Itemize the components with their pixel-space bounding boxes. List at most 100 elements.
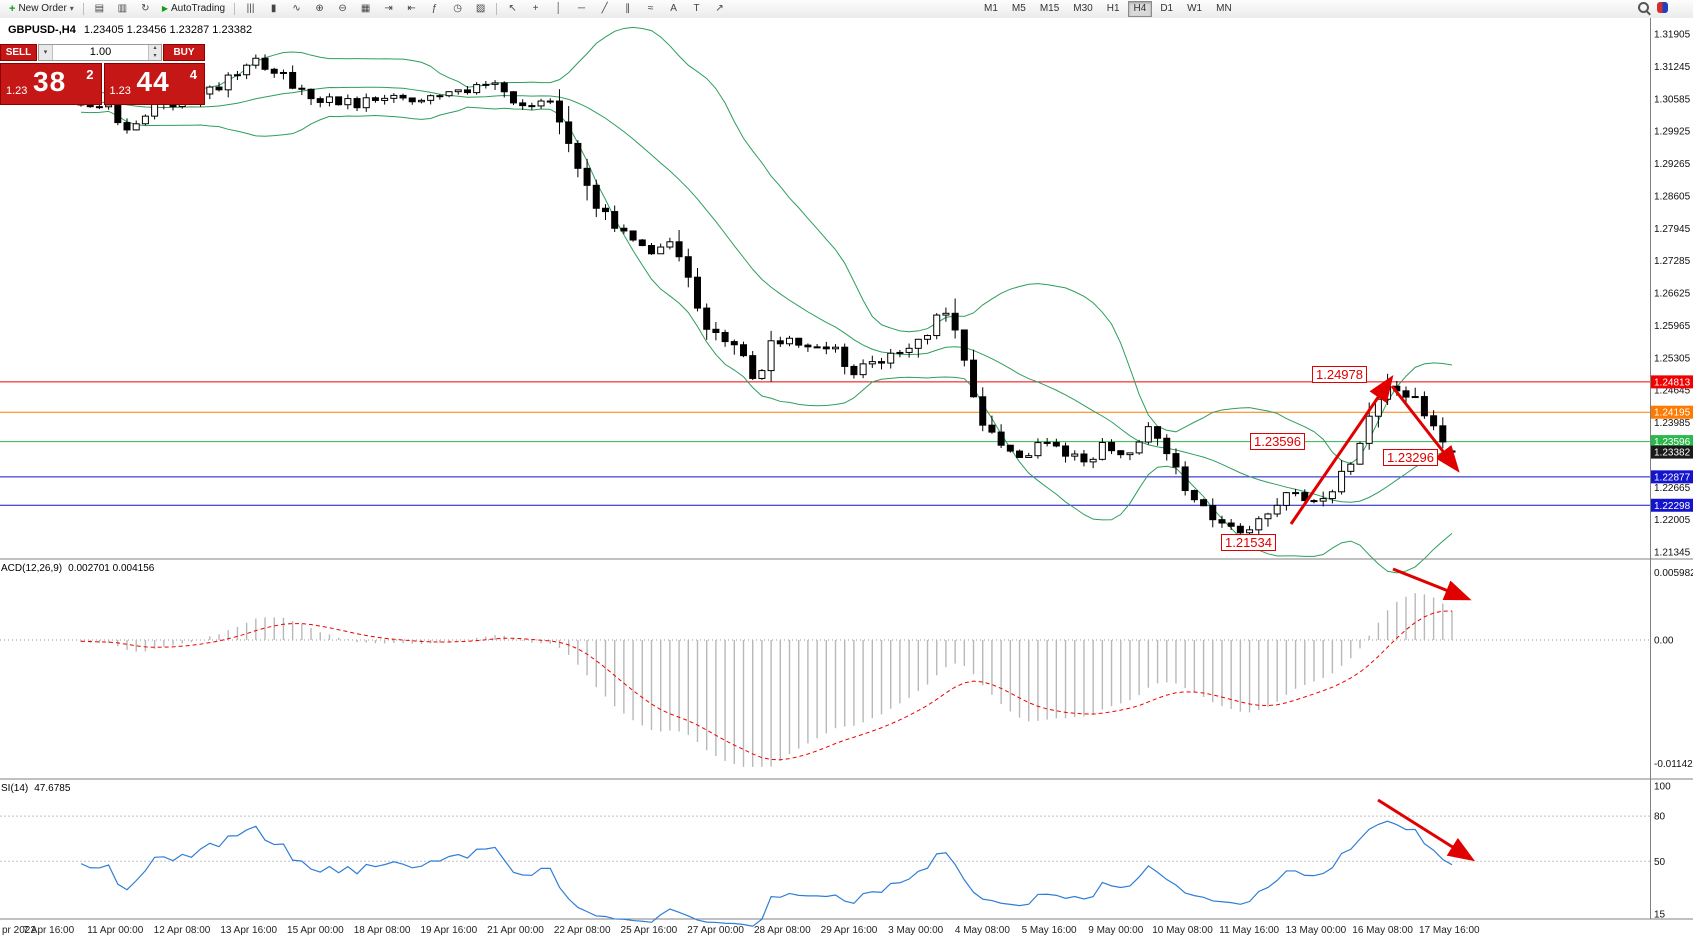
candlestick-chart-icon[interactable]: ▮: [270, 3, 277, 14]
svg-text:1.25965: 1.25965: [1654, 321, 1691, 332]
buy-button[interactable]: BUY: [163, 44, 205, 61]
navigator-icon[interactable]: ↻: [141, 3, 150, 14]
price-marker: [1651, 405, 1693, 419]
price-annotation[interactable]: 1.23296: [1383, 449, 1438, 466]
timeframe-w1-button[interactable]: W1: [1187, 3, 1203, 14]
rsi-value: 47.6785: [34, 783, 71, 794]
volume-dropdown-icon[interactable]: ▾: [39, 45, 53, 60]
svg-text:9 May 00:00: 9 May 00:00: [1088, 925, 1143, 936]
trend-arrow[interactable]: [1377, 798, 1476, 862]
trend-arrows[interactable]: [1289, 375, 1476, 862]
help-icon[interactable]: [1657, 2, 1668, 13]
autotrading-button[interactable]: ▶ AutoTrading: [158, 1, 229, 17]
svg-text:1.27285: 1.27285: [1654, 256, 1691, 267]
price-marker: [1651, 375, 1693, 389]
svg-text:80: 80: [1654, 812, 1666, 823]
timeframe-h4-button[interactable]: H4: [1127, 1, 1153, 17]
timeframe-m5-button[interactable]: M5: [1011, 3, 1026, 14]
price-annotation[interactable]: 1.24978: [1312, 366, 1367, 383]
timeframe-m15-button[interactable]: M15: [1039, 3, 1060, 14]
price-marker: [1651, 435, 1693, 449]
price-annotation[interactable]: 1.23596: [1250, 433, 1305, 450]
ohlc-values: 1.23405 1.23456 1.23287 1.23382: [83, 24, 253, 36]
volume-down-icon[interactable]: ▾: [153, 52, 157, 59]
buy-price-display[interactable]: 1.23 44 4: [103, 63, 205, 105]
arrows-tool-icon[interactable]: ↗: [715, 3, 724, 14]
label-icon[interactable]: T: [693, 3, 700, 14]
svg-text:1.24645: 1.24645: [1654, 386, 1691, 397]
svg-text:18 Apr 08:00: 18 Apr 08:00: [354, 925, 411, 936]
crosshair-icon[interactable]: +: [532, 3, 539, 14]
volume-spinner[interactable]: ▴ ▾: [148, 45, 161, 60]
volume-up-icon[interactable]: ▴: [153, 45, 157, 51]
svg-text:1.24195: 1.24195: [1654, 408, 1691, 419]
price-axis[interactable]: 1.31905 1.31245 1.30585 1.29925 1.29265 1.286…: [1651, 30, 1693, 559]
channel-icon[interactable]: ∥: [625, 3, 631, 14]
svg-text:0.00: 0.00: [1654, 636, 1674, 647]
toolbar-right-group: [1638, 2, 1668, 13]
timeframe-m1-button[interactable]: M1: [984, 3, 998, 14]
sell-button[interactable]: SELL: [0, 44, 37, 61]
market-watch-icon[interactable]: ▤: [94, 3, 105, 14]
volume-stepper[interactable]: ▾ 1.00 ▴ ▾: [38, 44, 162, 61]
svg-text:28 Apr 08:00: 28 Apr 08:00: [754, 925, 811, 936]
svg-text:1.29925: 1.29925: [1654, 127, 1691, 138]
svg-text:3 May 00:00: 3 May 00:00: [888, 925, 943, 936]
bar-chart-icon[interactable]: |||: [246, 3, 255, 14]
svg-text:1.21345: 1.21345: [1654, 548, 1691, 559]
chart-canvas[interactable]: 1.31905 1.31245 1.30585 1.29925 1.29265 1.286…: [0, 18, 1693, 941]
sell-price-big: 38: [33, 66, 67, 97]
auto-scroll-icon[interactable]: ⇥: [384, 3, 393, 14]
buy-price-pip: 4: [189, 67, 197, 82]
trend-arrow[interactable]: [1390, 385, 1460, 473]
bollinger-bands: [80, 26, 1453, 574]
macd-values: 0.002701 0.004156: [68, 563, 155, 574]
rsi-line: [80, 820, 1453, 927]
autotrading-label: AutoTrading: [170, 3, 226, 14]
panel-separators: [0, 18, 1693, 920]
svg-text:19 Apr 16:00: 19 Apr 16:00: [420, 925, 477, 936]
search-icon[interactable]: [1638, 2, 1649, 13]
timeframe-d1-button[interactable]: D1: [1160, 3, 1174, 14]
toolbar: + New Order ▾ ▤ ▥ ↻ ▶ AutoTrading ||| ▮ ∿ ⊕ ⊖ ▦…: [0, 0, 1693, 19]
svg-text:1.27945: 1.27945: [1654, 224, 1691, 235]
toolbar-separator: [496, 3, 498, 15]
line-chart-icon[interactable]: ∿: [292, 3, 301, 14]
zoom-out-icon[interactable]: ⊖: [338, 3, 347, 14]
tile-windows-icon[interactable]: ▦: [360, 3, 371, 14]
svg-text:21 Apr 00:00: 21 Apr 00:00: [487, 925, 544, 936]
price-annotation[interactable]: 1.21534: [1221, 534, 1276, 551]
chevron-down-icon: ▾: [69, 4, 74, 13]
timeframe-h1-button[interactable]: H1: [1106, 3, 1120, 14]
zoom-in-icon[interactable]: ⊕: [315, 3, 324, 14]
chart-shift-icon[interactable]: ⇤: [407, 3, 416, 14]
svg-text:10 May 08:00: 10 May 08:00: [1152, 925, 1213, 936]
candles-layer: [77, 54, 1456, 543]
timeframe-mn-button[interactable]: MN: [1216, 3, 1232, 14]
text-icon[interactable]: A: [670, 3, 677, 14]
periods-icon[interactable]: ◷: [453, 3, 462, 14]
data-window-icon[interactable]: ▥: [117, 3, 128, 14]
trend-arrow[interactable]: [1289, 375, 1394, 525]
svg-text:27 Apr 00:00: 27 Apr 00:00: [687, 925, 744, 936]
svg-text:11 Apr 00:00: 11 Apr 00:00: [87, 925, 143, 936]
svg-text:1.28605: 1.28605: [1654, 191, 1691, 202]
svg-text:1.23985: 1.23985: [1654, 418, 1691, 429]
rsi-panel: 100 80 50 15: [0, 782, 1671, 927]
sell-price-display[interactable]: 1.23 38 2: [0, 63, 102, 105]
trendline-icon[interactable]: ╱: [601, 3, 608, 14]
templates-icon[interactable]: ▨: [475, 3, 486, 14]
indicators-icon[interactable]: ƒ: [431, 3, 438, 14]
cursor-icon[interactable]: ↖: [508, 3, 517, 14]
trend-arrow[interactable]: [1392, 567, 1472, 601]
svg-text:1.23382: 1.23382: [1654, 448, 1691, 459]
timeframe-m30-button[interactable]: M30: [1073, 3, 1093, 14]
vertical-line-icon[interactable]: │: [555, 3, 562, 14]
svg-text:12 Apr 08:00: 12 Apr 08:00: [154, 925, 211, 936]
fibonacci-icon[interactable]: ≈: [647, 3, 654, 14]
volume-value[interactable]: 1.00: [89, 46, 112, 58]
horizontal-line-icon[interactable]: ─: [578, 3, 586, 14]
sell-price-prefix: 1.23: [6, 85, 28, 97]
new-order-button[interactable]: + New Order ▾: [5, 1, 78, 17]
